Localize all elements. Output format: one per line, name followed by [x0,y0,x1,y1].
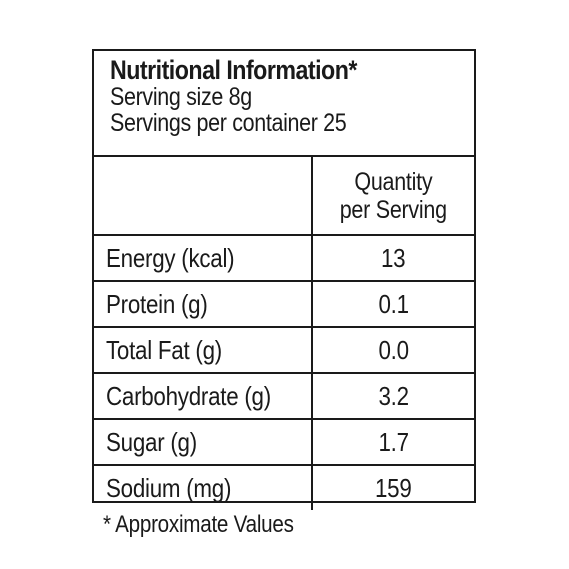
nutrient-label: Total Fat (g) [94,328,313,372]
nutrient-label-text: Carbohydrate (g) [106,380,271,411]
column-header-line-1: Quantity [354,167,433,196]
nutrient-value-text: 159 [375,472,412,503]
nutrient-label: Sugar (g) [94,420,313,464]
serving-size: Serving size 8g [110,83,252,111]
nutrient-label: Energy (kcal) [94,236,313,280]
footnote: * Approximate Values [103,511,294,538]
nutrient-label-text: Sodium (mg) [106,472,232,503]
nutrient-label-text: Sugar (g) [106,426,197,457]
nutrient-value-text: 3.2 [378,380,409,411]
nutrient-value: 0.0 [313,328,474,372]
nutrient-label-text: Energy (kcal) [106,242,235,273]
nutrient-value-text: 1.7 [378,426,409,457]
nutrient-value: 1.7 [313,420,474,464]
nutrient-value: 0.1 [313,282,474,326]
table-row: Carbohydrate (g) 3.2 [94,374,474,420]
nutrient-value: 159 [313,466,474,510]
nutrient-label-text: Protein (g) [106,288,208,319]
nutrient-label-text: Total Fat (g) [106,334,222,365]
nutrient-value: 3.2 [313,374,474,418]
column-header-row: Quantity per Serving [94,157,474,236]
table-row: Total Fat (g) 0.0 [94,328,474,374]
nutrient-value-text: 0.1 [378,288,409,319]
table-row: Energy (kcal) 13 [94,236,474,282]
nutrient-value-text: 0.0 [378,334,409,365]
panel-title: Nutritional Information* [110,55,357,85]
panel-header: Nutritional Information* Serving size 8g… [94,51,474,157]
servings-per-container: Servings per container 25 [110,109,347,137]
table-row: Protein (g) 0.1 [94,282,474,328]
nutrient-value-text: 13 [381,242,406,273]
nutrient-label: Protein (g) [94,282,313,326]
quantity-column-header: Quantity per Serving [313,157,474,234]
nutrition-facts-panel: Nutritional Information* Serving size 8g… [92,49,476,510]
nutrient-value: 13 [313,236,474,280]
nutrient-label: Carbohydrate (g) [94,374,313,418]
column-header-line-2: per Serving [339,195,448,224]
table-row: Sugar (g) 1.7 [94,420,474,466]
empty-header-cell [94,157,313,234]
nutrient-label: Sodium (mg) [94,466,313,510]
table-row: Sodium (mg) 159 [94,466,474,510]
